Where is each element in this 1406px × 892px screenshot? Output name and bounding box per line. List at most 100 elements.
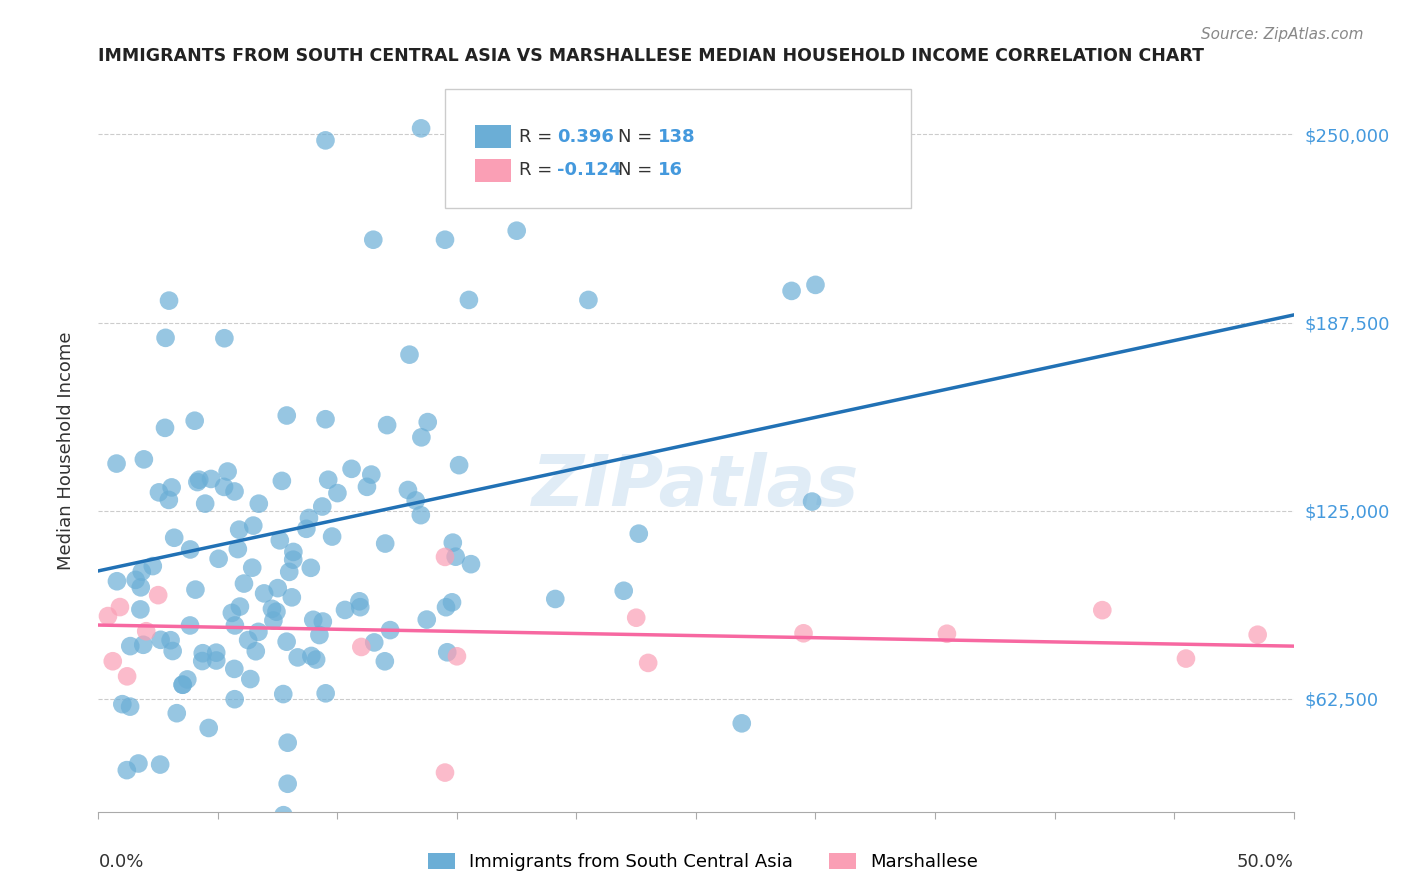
Point [245,644,267,658]
Point [242,518,264,533]
Text: 0.0%: 0.0% [98,854,143,871]
Point [149,757,172,772]
Point [270,474,292,488]
Point [183,414,205,428]
Text: 16: 16 [658,161,683,179]
Point [160,480,183,494]
Point [162,644,184,658]
Point [197,721,219,735]
Point [356,480,378,494]
Point [444,549,467,564]
Point [229,599,252,614]
Text: N =: N = [619,128,652,146]
Point [613,583,636,598]
Point [120,699,142,714]
Point [627,526,650,541]
Point [205,653,228,667]
Point [159,633,181,648]
Point [340,462,363,476]
Point [321,530,343,544]
Point [186,475,208,489]
Point [224,692,246,706]
Point [544,591,567,606]
Point [299,561,322,575]
Point [298,511,321,525]
Point [434,600,457,615]
Point [115,763,138,777]
Point [312,615,335,629]
Point [260,602,283,616]
Point [349,600,371,615]
Text: R =: R = [519,161,553,179]
Legend: Immigrants from South Central Asia, Marshallese: Immigrants from South Central Asia, Mars… [420,846,986,879]
Point [129,602,152,616]
Point [105,574,128,589]
Point [101,654,124,668]
Point [494,178,516,193]
Point [228,523,250,537]
Point [281,591,304,605]
FancyBboxPatch shape [475,159,510,182]
Point [326,486,349,500]
Point [804,277,827,292]
Text: 50.0%: 50.0% [1237,854,1294,871]
Point [936,626,959,640]
Point [409,508,432,523]
Point [273,808,295,822]
Point [1091,603,1114,617]
Point [283,545,305,559]
Point [97,609,120,624]
Point [315,686,337,700]
Point [405,493,427,508]
Point [363,635,385,649]
Point [350,640,373,654]
Point [828,133,851,147]
Point [578,293,600,307]
Point [311,500,333,514]
Point [434,765,457,780]
Point [637,656,659,670]
Point [295,522,318,536]
Point [396,483,419,497]
Point [315,412,337,426]
Point [224,618,246,632]
Text: Source: ZipAtlas.com: Source: ZipAtlas.com [1201,27,1364,42]
Point [378,623,401,637]
Point [262,614,284,628]
Point [127,756,149,771]
Point [449,458,471,472]
Point [374,536,396,550]
Text: R =: R = [519,128,553,146]
Point [315,133,337,147]
Point [1175,651,1198,665]
Point [184,582,207,597]
Point [142,559,165,574]
Point [194,497,217,511]
Point [276,409,298,423]
Point [233,576,256,591]
Point [247,497,270,511]
Point [226,542,249,557]
Point [176,673,198,687]
Point [132,452,155,467]
Point [360,467,382,482]
Point [148,485,170,500]
Point [115,669,138,683]
Point [105,457,128,471]
Point [411,430,433,444]
Point [374,654,396,668]
Text: IMMIGRANTS FROM SOUTH CENTRAL ASIA VS MARSHALLESE MEDIAN HOUSEHOLD INCOME CORREL: IMMIGRANTS FROM SOUTH CENTRAL ASIA VS MA… [98,47,1205,65]
Point [124,573,146,587]
Point [305,652,328,666]
Point [149,632,172,647]
Text: N =: N = [619,161,652,179]
Point [200,472,222,486]
Point [267,581,290,595]
Point [108,600,131,615]
Point [217,465,239,479]
Point [179,618,201,632]
Point [1247,628,1270,642]
Point [249,841,271,855]
Point [224,662,246,676]
Point [191,646,214,660]
